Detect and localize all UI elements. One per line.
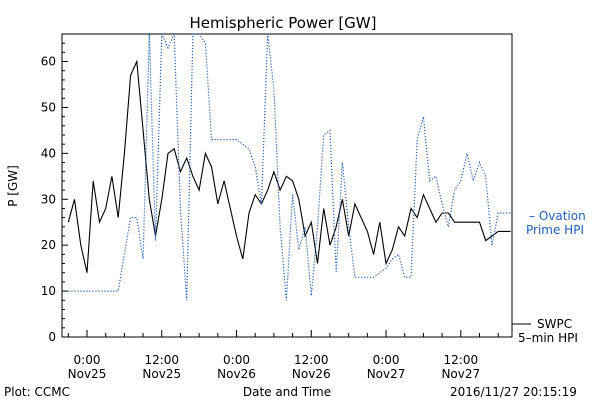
y-tick-label: 30 (41, 192, 56, 206)
x-axis-label: Date and Time (243, 385, 331, 399)
x-tick-label-time: 12:00 (444, 353, 479, 367)
plot-frame (61, 33, 513, 338)
legend-swpc-line2: 5–min HPI (518, 331, 578, 345)
y-tick-label: 0 (48, 330, 56, 344)
x-tick-label-day: Nov27 (367, 367, 406, 381)
legend-swpc-line1: SWPC (537, 317, 572, 331)
x-tick-label-time: 0:00 (373, 353, 400, 367)
legend-ovation: – Ovation Prime HPI (526, 209, 586, 237)
y-axis-label: P [GW] (6, 165, 20, 207)
series-line-swpc (67, 59, 511, 273)
series-line-ovation (68, 33, 511, 301)
y-tick-label: 50 (41, 100, 56, 114)
y-tick-label: 10 (41, 284, 56, 298)
series-layer (67, 33, 511, 301)
y-tick-label: 40 (41, 146, 56, 160)
legend-ovation-line2: Prime HPI (526, 223, 584, 237)
x-tick-label-time: 0:00 (74, 353, 101, 367)
x-tick-label-time: 12:00 (144, 353, 179, 367)
x-axis: 0:00Nov2512:00Nov250:00Nov2612:00Nov260:… (68, 330, 499, 381)
x-tick-label-day: Nov25 (68, 367, 107, 381)
x-tick-label-day: Nov27 (441, 367, 480, 381)
footer-plot-credit: Plot: CCMC (4, 385, 70, 399)
y-axis: 0 10 20 30 40 50 60 (41, 33, 68, 344)
chart-title: Hemispheric Power [GW] (190, 14, 377, 32)
legend-ovation-line1: – Ovation (529, 209, 586, 223)
x-tick-label-time: 0:00 (223, 353, 250, 367)
x-tick-label-day: Nov25 (142, 367, 181, 381)
x-tick-label-time: 12:00 (294, 353, 329, 367)
x-tick-label-day: Nov26 (292, 367, 331, 381)
footer-timestamp: 2016/11/27 20:15:19 (450, 385, 577, 399)
x-tick-label-day: Nov26 (217, 367, 256, 381)
y-tick-label: 60 (41, 55, 56, 69)
y-tick-label: 20 (41, 238, 56, 252)
legend-swpc: SWPC 5–min HPI (512, 317, 578, 345)
